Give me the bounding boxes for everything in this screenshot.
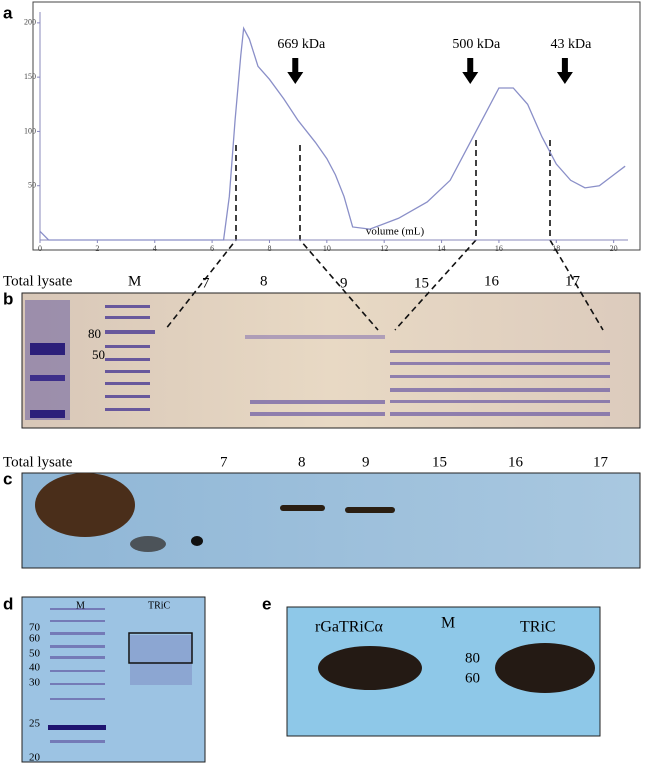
marker-labels: 70 60 50 40 30 25 20: [29, 622, 41, 764]
lane-label: 9: [362, 454, 370, 470]
y-tick-label: 50: [28, 181, 36, 190]
lane-label: 15: [414, 275, 429, 291]
lane-label: 17: [565, 273, 581, 289]
annotation-arrow: [287, 58, 304, 84]
lane-label: TRiC: [148, 600, 171, 611]
marker-label: 20: [29, 752, 41, 764]
marker-label: 40: [29, 662, 41, 674]
gel-band: [48, 725, 106, 730]
annotation: 43 kDa: [550, 37, 592, 52]
panel-label: e: [262, 594, 271, 613]
marker-label: 70: [29, 622, 41, 634]
annotation-arrow: [556, 58, 573, 84]
y-tick-label: 150: [24, 72, 36, 81]
lane-label: 16: [508, 454, 524, 470]
lane-label: rGaTRiCα: [315, 619, 384, 636]
panel-label: a: [3, 3, 13, 22]
lane-label: 8: [260, 273, 268, 289]
x-tick-label: 6: [210, 244, 214, 253]
annotation-arrow: [462, 58, 479, 84]
lane-label: TRiC: [520, 619, 556, 636]
annotation: 500 kDa: [452, 37, 501, 52]
marker-label: 50: [29, 648, 41, 660]
marker-label: 80: [465, 650, 480, 666]
lane-label: 17: [593, 454, 609, 470]
marker-label: 60: [29, 633, 41, 645]
x-tick-label: 16: [495, 244, 503, 253]
x-tick-label: 4: [153, 244, 157, 253]
lane-label: 7: [220, 454, 228, 470]
lane-label: 8: [298, 454, 306, 470]
x-tick-label: 12: [380, 244, 388, 253]
panel-frame: [32, 1, 641, 251]
highlight-box: [128, 632, 193, 664]
lane-label: 7: [202, 275, 210, 291]
blot-bands: [318, 643, 595, 693]
lane-labels: Total lysate 7 8 9 15 16 17: [3, 454, 609, 470]
x-tick-label: 20: [610, 244, 618, 253]
x-tick-label: 0: [38, 244, 42, 253]
marker-label: 30: [29, 677, 41, 689]
gel-image: [21, 596, 206, 763]
panel-label: c: [3, 469, 12, 488]
marker-label: 80: [88, 326, 101, 341]
lane-label: M: [76, 600, 85, 611]
lane-label: M: [128, 273, 141, 289]
y-tick-label: 200: [24, 18, 36, 27]
gel-bands: [50, 608, 192, 743]
panel-label: b: [3, 289, 13, 308]
x-tick-label: 10: [323, 244, 331, 253]
marker-label: 50: [92, 347, 105, 362]
chromatogram-line: [39, 26, 626, 241]
lane-label: Total lysate: [3, 454, 73, 470]
lane-label: M: [441, 615, 455, 632]
blot-bands: [35, 473, 395, 552]
lane-label: 16: [484, 273, 500, 289]
annotation: 669 kDa: [277, 37, 326, 52]
x-tick-label: 2: [95, 244, 99, 253]
marker-label: 25: [29, 718, 41, 730]
x-axis-label: volume (mL): [366, 226, 425, 238]
x-tick-label: 8: [267, 244, 271, 253]
marker-label: 60: [465, 670, 480, 686]
lane-labels: Total lysate M 7 8 9 15 16 17: [3, 273, 581, 291]
lane-label: Total lysate: [3, 273, 73, 289]
gel-bands: [25, 300, 610, 420]
lane-label: 15: [432, 454, 447, 470]
panel-label: d: [3, 594, 13, 613]
y-tick-label: 100: [24, 126, 36, 135]
x-tick-label: 14: [438, 244, 446, 253]
x-tick-label: 18: [552, 244, 560, 253]
lane-label: 9: [340, 275, 348, 291]
